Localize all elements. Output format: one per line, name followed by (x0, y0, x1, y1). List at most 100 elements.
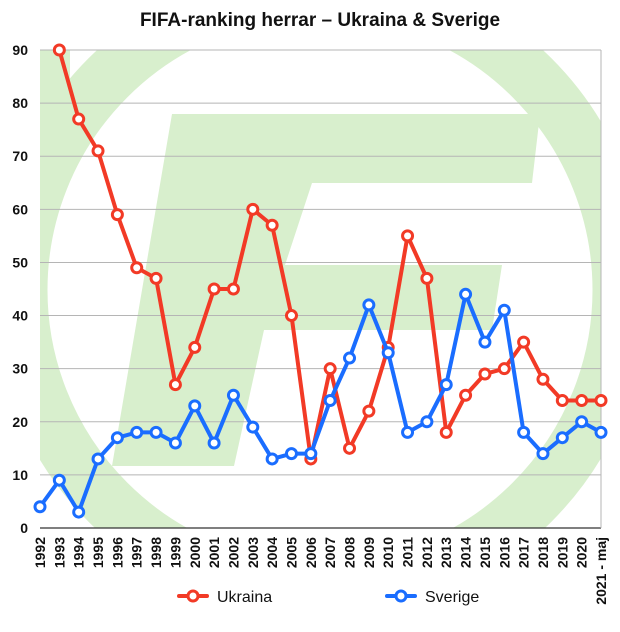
point-sverige (188, 399, 202, 413)
gridlines (40, 49, 602, 529)
legend-label-sverige: Sverige (425, 589, 479, 606)
x-tick-label: 2005 (283, 537, 299, 568)
y-tick-label: 10 (12, 467, 28, 483)
x-tick-label: 2002 (225, 537, 241, 568)
point-ukraina (420, 271, 434, 285)
y-tick-label: 40 (12, 308, 28, 324)
y-axis: 0 10 20 30 40 50 60 70 80 90 (12, 42, 28, 536)
legend-label-ukraina: Ukraina (217, 589, 272, 606)
legend-marker-ukraina (186, 589, 200, 603)
background-logo (40, 50, 601, 528)
y-tick-label: 0 (20, 520, 28, 536)
point-ukraina (343, 441, 357, 455)
chart-title: FIFA-ranking herrar – Ukraina & Sverige (140, 10, 500, 31)
point-ukraina (497, 362, 511, 376)
x-tick-label: 2018 (535, 537, 551, 568)
x-tick-label: 1997 (129, 537, 145, 568)
point-ukraina (555, 394, 569, 408)
point-sverige (536, 447, 550, 461)
y-tick-label: 20 (12, 414, 28, 430)
point-ukraina (168, 378, 182, 392)
point-sverige (497, 303, 511, 317)
legend-item-sverige: Sverige (385, 589, 479, 606)
point-sverige (343, 351, 357, 365)
x-tick-label: 1996 (109, 537, 125, 568)
point-ukraina (478, 367, 492, 381)
point-sverige (226, 388, 240, 402)
point-sverige (555, 431, 569, 445)
point-ukraina (536, 372, 550, 386)
legend: Ukraina Sverige (177, 589, 479, 606)
point-ukraina (323, 362, 337, 376)
point-ukraina (188, 340, 202, 354)
point-sverige (362, 298, 376, 312)
point-ukraina (207, 282, 221, 296)
x-tick-label: 2019 (554, 537, 570, 568)
point-ukraina (517, 335, 531, 349)
point-sverige (575, 415, 589, 429)
x-tick-label: 2015 (477, 537, 493, 568)
x-tick-label: 2004 (264, 537, 280, 568)
x-tick-label: 2017 (516, 537, 532, 568)
point-ukraina (149, 271, 163, 285)
point-ukraina (265, 218, 279, 232)
x-tick-label: 2008 (342, 537, 358, 568)
x-tick-label: 2021 - maj (593, 537, 609, 605)
x-tick-label: 2013 (438, 537, 454, 568)
x-tick-label: 2011 (400, 537, 416, 568)
point-ukraina (52, 43, 66, 57)
point-ukraina (401, 229, 415, 243)
point-ukraina (362, 404, 376, 418)
point-ukraina (246, 202, 260, 216)
x-tick-label: 2016 (496, 537, 512, 568)
point-sverige (459, 287, 473, 301)
y-tick-label: 70 (12, 148, 28, 164)
point-sverige (284, 447, 298, 461)
x-tick-label: 2001 (206, 537, 222, 568)
point-sverige (439, 378, 453, 392)
y-tick-label: 50 (12, 254, 28, 270)
point-sverige (91, 452, 105, 466)
point-ukraina (226, 282, 240, 296)
series-sverige (33, 287, 608, 519)
legend-item-ukraina: Ukraina (177, 589, 272, 606)
y-tick-label: 30 (12, 361, 28, 377)
x-tick-label: 2010 (380, 537, 396, 568)
x-tick-label: 2003 (245, 537, 261, 568)
point-ukraina (459, 388, 473, 402)
point-ukraina (284, 309, 298, 323)
point-sverige (265, 452, 279, 466)
x-tick-label: 1995 (90, 537, 106, 568)
point-ukraina (72, 112, 86, 126)
point-sverige (52, 473, 66, 487)
point-sverige (72, 505, 86, 519)
point-sverige (110, 431, 124, 445)
x-tick-label: 2020 (574, 537, 590, 568)
point-sverige (168, 436, 182, 450)
x-tick-label: 2000 (187, 537, 203, 568)
x-tick-label: 2006 (303, 537, 319, 568)
point-sverige (517, 425, 531, 439)
y-tick-label: 90 (12, 42, 28, 58)
point-ukraina (110, 208, 124, 222)
point-sverige (420, 415, 434, 429)
point-sverige (323, 394, 337, 408)
x-tick-label: 2007 (322, 537, 338, 568)
x-tick-label: 1992 (32, 537, 48, 568)
x-tick-label: 2014 (458, 537, 474, 568)
point-sverige (207, 436, 221, 450)
legend-marker-sverige (394, 589, 408, 603)
point-sverige (130, 425, 144, 439)
series-group (33, 43, 608, 519)
x-tick-label: 2012 (419, 537, 435, 568)
point-sverige (246, 420, 260, 434)
point-ukraina (130, 261, 144, 275)
point-sverige (478, 335, 492, 349)
logo-corner (40, 50, 70, 120)
point-sverige (33, 500, 47, 514)
point-sverige (149, 425, 163, 439)
point-sverige (304, 447, 318, 461)
y-tick-label: 80 (12, 95, 28, 111)
point-ukraina (91, 144, 105, 158)
